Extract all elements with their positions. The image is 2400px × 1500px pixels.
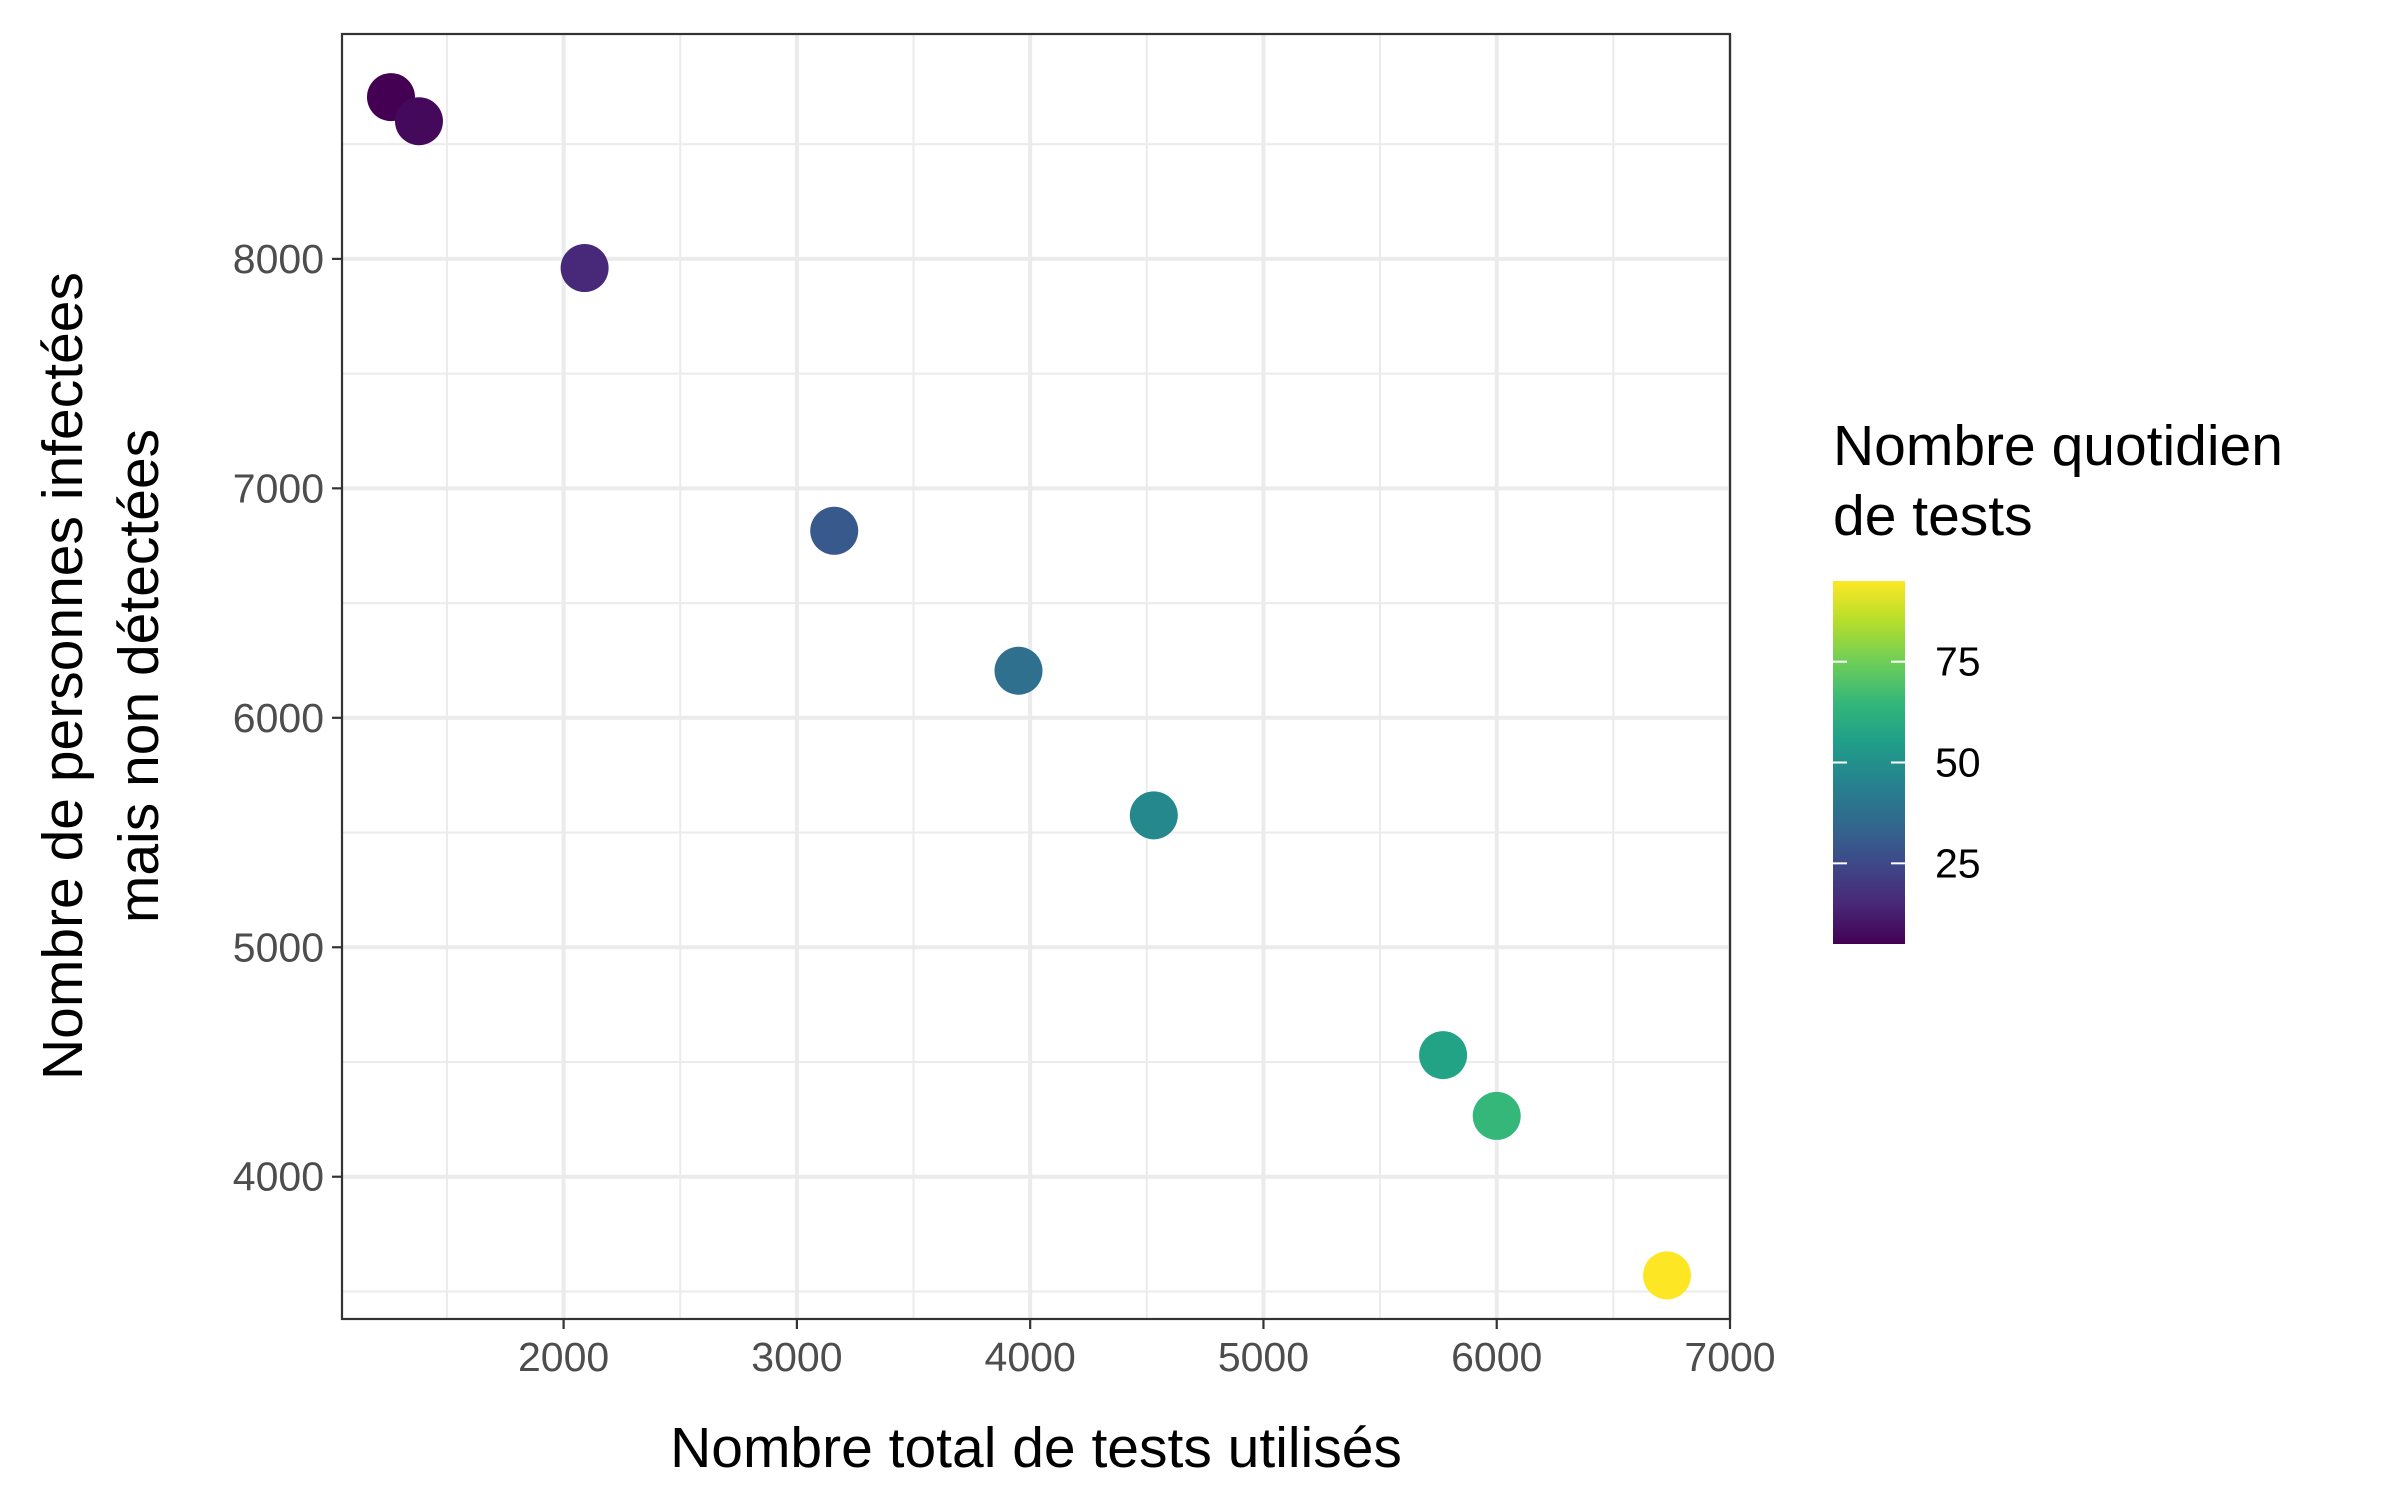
data-point (1419, 1031, 1468, 1080)
legend-break-label: 50 (1935, 740, 1981, 786)
y-axis-title-line-1: Nombre de personnes infectées (31, 272, 95, 1080)
data-point (394, 97, 443, 146)
x-tick-label: 4000 (985, 1334, 1076, 1380)
x-tick-label: 6000 (1451, 1334, 1542, 1380)
y-tick-label: 8000 (233, 236, 324, 282)
legend-title-line-2: de tests (1833, 484, 2033, 548)
y-tick-label: 7000 (233, 465, 324, 511)
data-point (1129, 791, 1178, 840)
y-axis-title-line-2: mais non détectées (107, 429, 171, 923)
x-tick-label: 3000 (751, 1334, 842, 1380)
x-axis-ticks: 2000 3000 4000 5000 6000 7000 (518, 1319, 1776, 1380)
y-tick-label: 5000 (233, 924, 324, 970)
data-point (1643, 1251, 1692, 1300)
x-tick-label: 7000 (1684, 1334, 1775, 1380)
x-axis-title: Nombre total de tests utilisés (670, 1416, 1402, 1480)
x-tick-label: 5000 (1218, 1334, 1309, 1380)
y-tick-label: 6000 (233, 695, 324, 741)
legend-title-line-1: Nombre quotidien (1833, 414, 2283, 478)
data-point (1472, 1091, 1521, 1140)
data-points (366, 73, 1692, 1300)
data-point (810, 506, 859, 555)
plot-border (340, 32, 1732, 1321)
legend-breaks: 25 50 75 (1833, 639, 1981, 886)
legend-break-label: 25 (1935, 840, 1981, 886)
data-point (560, 244, 609, 293)
x-tick-label: 2000 (518, 1334, 609, 1380)
y-tick-label: 4000 (233, 1154, 324, 1200)
color-legend: Nombre quotidien de tests 25 50 75 (1833, 414, 2283, 944)
data-point (994, 646, 1043, 695)
y-axis-ticks: 4000 5000 6000 7000 8000 (233, 236, 342, 1200)
legend-break-label: 75 (1935, 639, 1981, 685)
